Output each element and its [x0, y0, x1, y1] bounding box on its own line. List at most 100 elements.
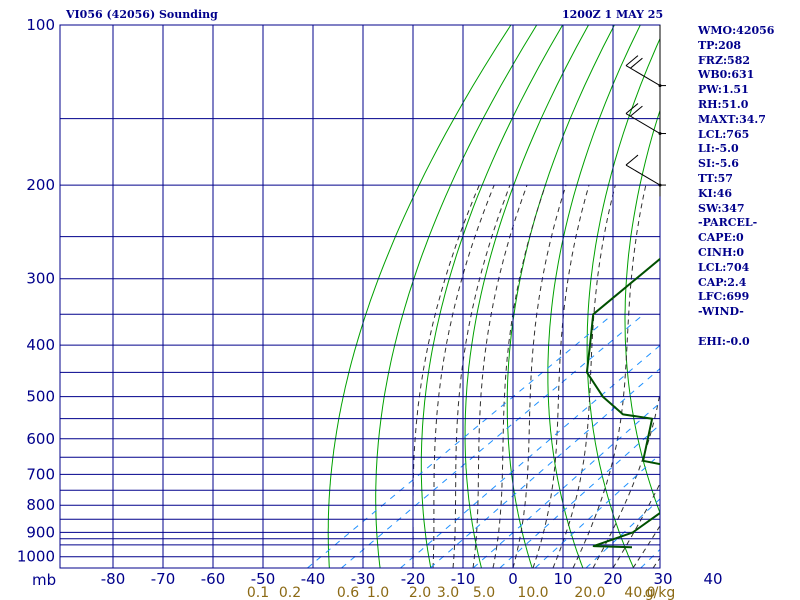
index-item: WMO:42056 — [698, 24, 775, 37]
index-item: -PARCEL- — [698, 216, 758, 230]
index-item: LCL:765 — [698, 127, 750, 141]
index-item: LFC:699 — [698, 290, 750, 304]
pressure-tick-label: 600 — [26, 430, 55, 448]
wind-barb-flag — [630, 105, 643, 117]
moist-adiabat — [432, 184, 495, 568]
index-item: RH:51.0 — [698, 97, 749, 111]
mixing-ratio-label: 5.0 — [473, 585, 495, 600]
sounding-time: 1200Z 1 MAY 25 — [562, 8, 664, 21]
index-item: TT:57 — [698, 171, 733, 185]
mixing-ratio-label: 10.0 — [517, 585, 548, 600]
index-item: LCL:704 — [698, 260, 750, 274]
index-item: CAP:2.4 — [698, 275, 747, 289]
pressure-tick-label: 500 — [26, 388, 55, 406]
moist-adiabat — [412, 184, 480, 568]
dry-adiabat — [547, 25, 641, 568]
pressure-tick-label: 1000 — [17, 548, 55, 566]
temperature-tick-label: 20 — [603, 570, 622, 588]
mixing-ratio-line — [534, 453, 660, 568]
index-item: WB0:631 — [698, 68, 755, 82]
index-item: MAXT:34.7 — [698, 112, 766, 126]
temperature-tick-label: 0 — [508, 570, 518, 588]
index-item: FRZ:582 — [698, 53, 751, 67]
temperature-tick-label: -70 — [151, 570, 176, 588]
temperature-tick-label: -10 — [451, 570, 476, 588]
mixing-ratio-label: 40.0 — [624, 585, 655, 600]
mixing-ratio-line — [499, 424, 660, 568]
moist-adiabat — [592, 390, 660, 568]
pressure-tick-label: 700 — [26, 465, 55, 483]
temperature-tick-label: -60 — [201, 570, 226, 588]
profiles — [585, 257, 660, 549]
dry-adiabat — [464, 25, 589, 568]
temperature-tick-label: 40 — [703, 570, 722, 588]
pressure-tick-label: 900 — [26, 523, 55, 541]
mixing-ratio-line — [699, 314, 800, 568]
mixing-ratio-lines — [307, 313, 800, 568]
index-item: CINH:0 — [698, 245, 745, 259]
index-item: SI:-5.6 — [698, 157, 739, 171]
pressure-tick-label: 300 — [26, 270, 55, 288]
wind-barb-flag — [625, 154, 639, 166]
mixing-ratio-line — [429, 367, 660, 568]
index-item: CAPE:0 — [698, 231, 744, 245]
mixing-ratio-label: 0.2 — [279, 585, 301, 600]
pressure-tick-label: 800 — [26, 496, 55, 514]
temperature-tick-label: -30 — [351, 570, 376, 588]
index-item: SW:347 — [698, 201, 745, 215]
moist-adiabat — [612, 482, 660, 568]
mixing-ratio-label: g/kg — [645, 585, 676, 600]
index-item — [698, 320, 774, 335]
temperature-tick-label: -80 — [101, 570, 126, 588]
wind-barb-shaft — [625, 164, 661, 186]
index-item: EHI:-0.0 — [698, 334, 750, 348]
pressure-tick-label: 100 — [26, 16, 55, 34]
index-item: PW:1.51 — [698, 83, 749, 97]
station-title: VI056 (42056) Sounding — [66, 8, 218, 21]
dewpoint-trace — [585, 257, 660, 549]
moist-adiabat — [552, 184, 616, 568]
mixing-ratio-line — [585, 498, 660, 568]
moist-adiabat — [492, 184, 546, 568]
temperature-tick-label: -50 — [251, 570, 276, 588]
mixing-ratio-line — [400, 344, 660, 568]
wind-barb-flag — [625, 55, 639, 66]
grid — [59, 24, 661, 569]
mixing-ratio-label: 2.0 — [409, 585, 431, 600]
wind-barb-flag — [625, 103, 639, 114]
mixing-ratio-label: 0.6 — [337, 585, 359, 600]
wind-barb-shaft — [625, 113, 661, 134]
mixing-ratio-label: 1.0 — [367, 585, 389, 600]
index-item: TP:208 — [698, 38, 742, 52]
temperature-tick-label: -20 — [401, 570, 426, 588]
temperature-tick-label: -40 — [301, 570, 326, 588]
moist-adiabats — [412, 184, 660, 568]
pressure-tick-label: 400 — [26, 336, 55, 354]
temperature-tick-label: 30 — [653, 570, 672, 588]
dry-adiabat — [327, 25, 512, 568]
moist-adiabat — [572, 184, 647, 568]
plot-frame — [59, 24, 661, 569]
dry-adiabat — [375, 25, 538, 568]
moist-adiabat — [452, 184, 511, 568]
dry-adiabat — [624, 108, 660, 515]
pressure-tick-label: 200 — [26, 176, 55, 194]
dry-adiabat — [420, 25, 564, 568]
wind-barb-flag — [630, 57, 643, 69]
mixing-ratio-line — [640, 548, 660, 568]
mixing-ratio-line — [341, 313, 645, 568]
moist-adiabat — [532, 184, 590, 568]
moist-adiabat — [632, 525, 660, 568]
moist-adiabat — [472, 184, 528, 568]
mixing-ratio-line — [472, 402, 660, 568]
index-item: LI:-5.0 — [698, 142, 739, 156]
mixing-ratio-label: 0.1 — [247, 585, 269, 600]
indices-panel: WMO:42056 TP:208 FRZ:582 WB0:631 PW:1.51 RH:5… — [698, 24, 774, 350]
moist-adiabat — [512, 184, 567, 568]
temperature-tick-label: 10 — [553, 570, 572, 588]
index-item: -WIND- — [698, 305, 744, 319]
wind-barb-shaft — [625, 65, 661, 87]
mixing-ratio-label: 3.0 — [437, 585, 459, 600]
